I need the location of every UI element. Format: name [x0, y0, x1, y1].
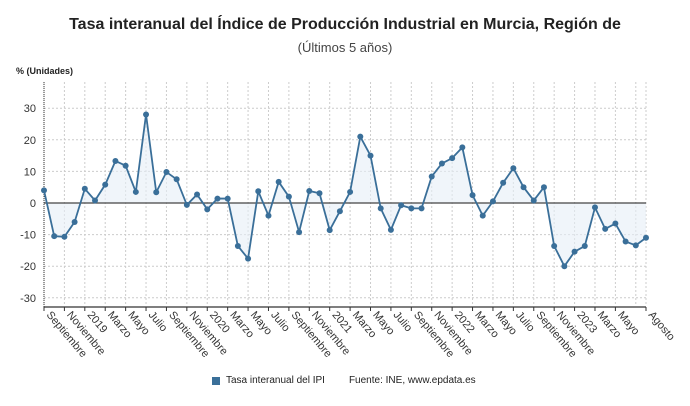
chart-title: Tasa interanual del Índice de Producción…: [69, 16, 621, 33]
data-point: [173, 176, 180, 183]
data-point: [316, 190, 323, 197]
data-point: [265, 212, 272, 219]
data-point: [347, 188, 354, 195]
data-point: [581, 242, 588, 249]
x-tick-label: Agosto: [646, 309, 677, 343]
data-point: [81, 185, 88, 192]
data-point: [612, 220, 619, 227]
data-point: [132, 188, 139, 195]
data-point: [214, 195, 221, 202]
y-tick-label: 0: [30, 198, 36, 210]
legend-label: Tasa interanual del IPI: [226, 375, 325, 386]
data-point: [71, 218, 78, 225]
data-point: [41, 187, 47, 194]
source-text: Fuente: INE, www.epdata.es: [348, 375, 476, 386]
legend: Tasa interanual del IPI Fuente: INE, www…: [212, 375, 476, 386]
data-point: [51, 233, 58, 240]
data-point: [591, 204, 598, 211]
data-point: [163, 169, 170, 176]
data-point: [61, 233, 68, 240]
data-point: [234, 242, 241, 249]
data-point: [469, 192, 476, 199]
y-tick-label: 10: [24, 166, 36, 178]
data-point: [489, 198, 496, 205]
data-point: [357, 133, 364, 140]
data-point: [296, 229, 303, 236]
data-point: [112, 157, 119, 164]
data-point: [428, 173, 435, 180]
data-point: [102, 181, 109, 188]
data-point: [336, 208, 343, 215]
y-axis-label: % (Unidades): [16, 66, 74, 76]
data-point: [92, 197, 99, 204]
data-point: [438, 160, 445, 167]
y-tick-label: -20: [20, 261, 36, 273]
data-point: [377, 205, 384, 212]
y-tick-label: -10: [20, 230, 36, 242]
legend-swatch-icon: [212, 376, 220, 385]
y-tick-label: 30: [24, 103, 36, 115]
data-point: [571, 248, 578, 255]
data-point: [622, 238, 629, 245]
data-point: [122, 162, 129, 169]
data-point: [449, 155, 456, 162]
data-point: [204, 206, 211, 213]
data-point: [224, 195, 231, 202]
data-point: [194, 191, 201, 198]
data-point: [275, 178, 282, 185]
data-point: [153, 189, 160, 196]
y-tick-label: -30: [20, 293, 36, 305]
data-point: [602, 225, 609, 232]
data-point: [408, 205, 415, 212]
data-point: [183, 201, 190, 208]
data-point: [643, 234, 649, 241]
y-tick-label: 20: [24, 135, 36, 147]
data-point: [367, 152, 374, 159]
series-line: [43, 114, 647, 268]
data-point: [245, 255, 252, 262]
data-point: [285, 193, 292, 200]
data-point: [520, 184, 527, 191]
data-point: [500, 179, 507, 186]
data-point: [398, 202, 405, 209]
data-point: [306, 187, 313, 194]
data-point: [459, 144, 466, 151]
data-point: [510, 165, 517, 172]
data-point: [530, 197, 537, 204]
data-point: [561, 263, 568, 270]
data-point: [255, 188, 262, 195]
data-point: [387, 226, 394, 233]
data-point: [143, 111, 150, 118]
data-point: [540, 184, 547, 191]
data-point: [551, 242, 558, 249]
data-point: [418, 205, 425, 212]
chart-subtitle: (Últimos 5 años): [297, 40, 393, 55]
data-point: [479, 212, 486, 219]
data-point: [632, 242, 639, 249]
data-point: [326, 227, 333, 234]
